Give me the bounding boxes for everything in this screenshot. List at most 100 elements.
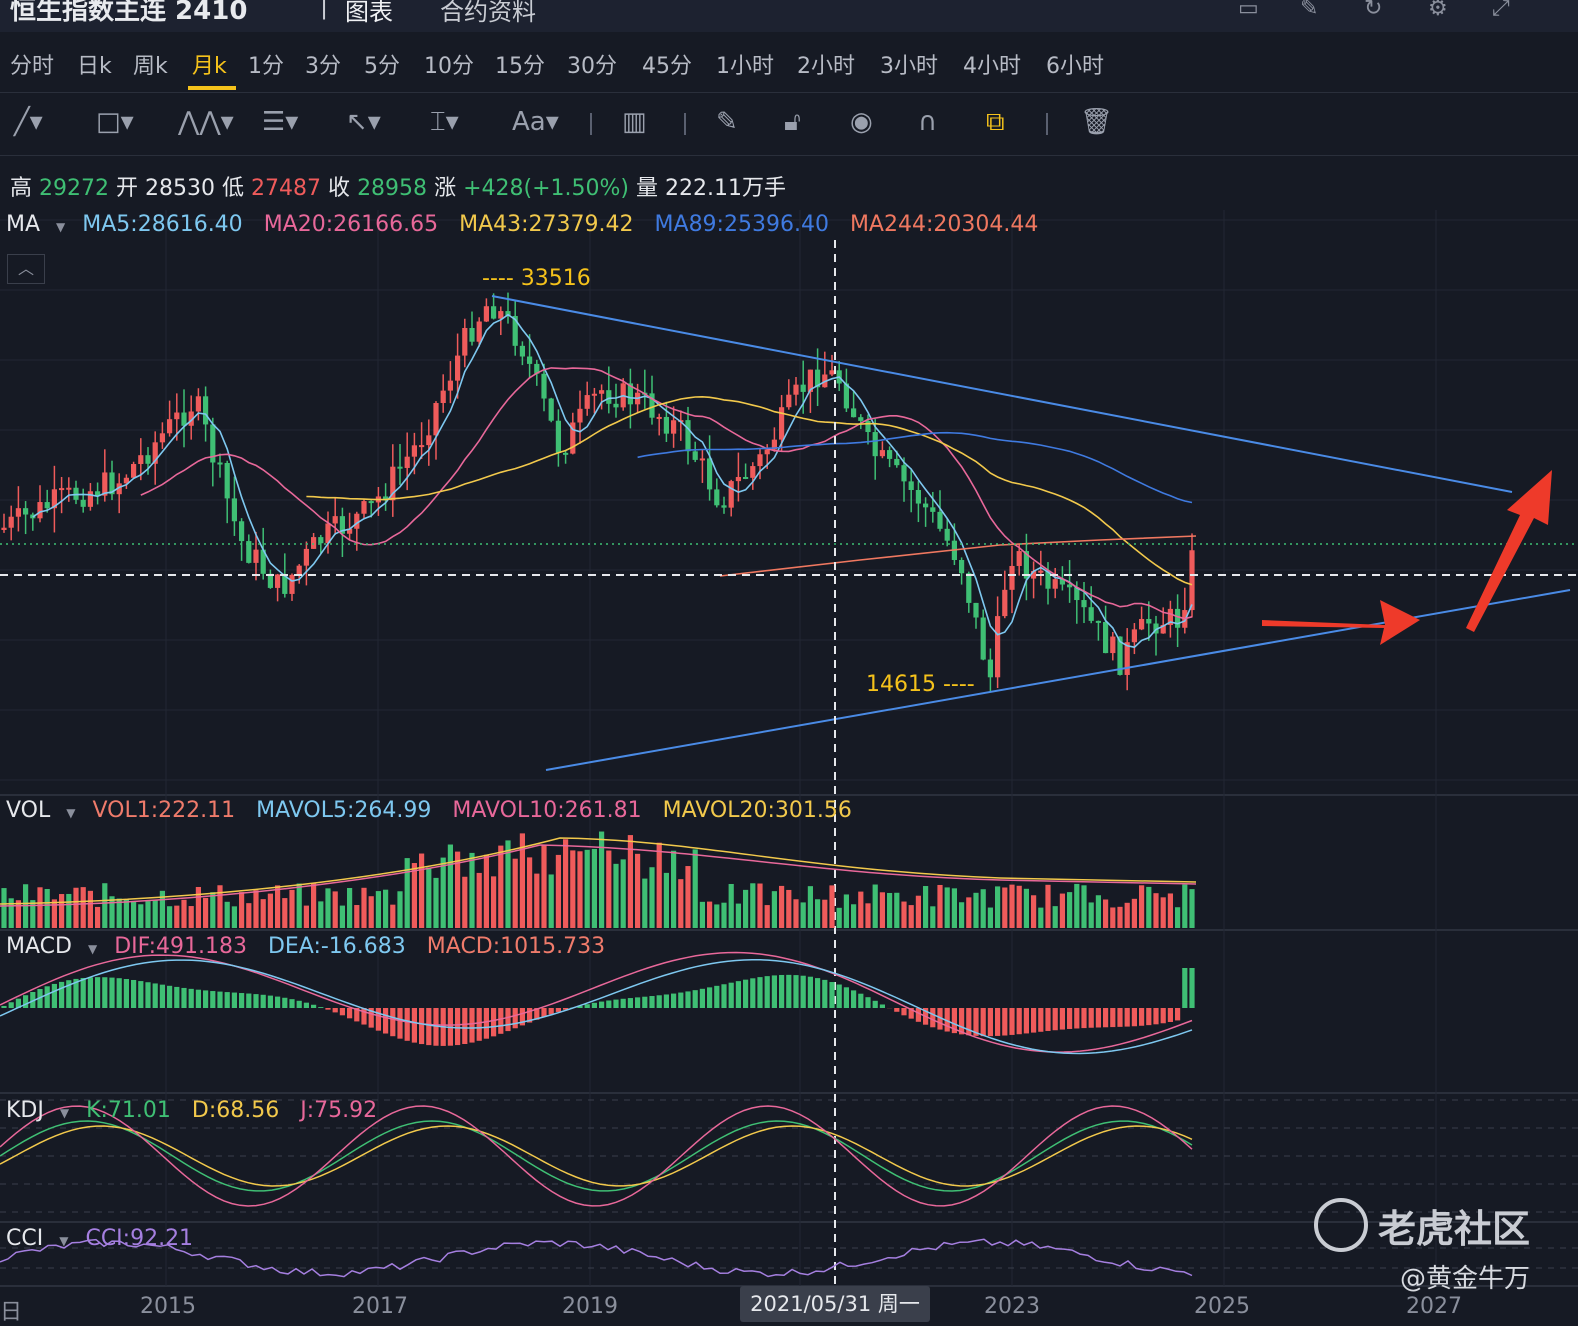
candle-body [196,396,201,411]
candle-body [491,306,496,318]
candle-body [858,417,863,421]
volume-bar [937,885,942,928]
volume-bar [217,885,222,928]
macd-bar [793,975,798,1008]
volume-bar [858,892,863,928]
candle-body [469,328,474,342]
macd-bar [505,1008,510,1031]
candle-body [397,467,402,469]
collapse-button[interactable]: ︿ [7,254,45,284]
macd-bar [246,994,251,1008]
volume-bar [822,900,827,928]
macd-bar [311,1005,316,1008]
volume-bar [203,898,208,928]
macd-bar [700,989,705,1008]
volume-bar [189,906,194,928]
candle-body [88,491,93,507]
high-marker: ---- 33516 [482,266,591,291]
chevron-down-icon[interactable]: ▼ [88,942,97,956]
macd-bar [232,993,237,1008]
volume-bar [30,900,35,928]
macd-bar [268,996,273,1008]
volume-bar [700,902,705,928]
macd-bar [592,1003,597,1008]
candle-body [253,550,258,563]
macd-bar [9,1002,14,1008]
macd-bar [325,1008,330,1010]
kdj-indicator-name[interactable]: KDJ [6,1098,44,1123]
cci-legend: CCI▼ CCI:92.21 [6,1226,207,1251]
candle-body [455,356,460,381]
volume-bar [369,896,374,928]
macd-bar [1168,1008,1173,1022]
candle-body [995,616,1000,677]
mavol20-value: MAVOL20:301.56 [663,798,852,823]
volume-bar [246,903,251,928]
volume-bar [131,902,136,928]
candle-body [160,433,165,442]
volume-bar [1103,899,1108,928]
vol-indicator-name[interactable]: VOL [6,798,50,823]
volume-bar [1,888,6,928]
macd-bar [549,1008,554,1014]
macd-indicator-name[interactable]: MACD [6,934,72,959]
cci-indicator-name[interactable]: CCI [6,1226,43,1251]
macd-bar [873,1001,878,1008]
candle-body [801,385,806,392]
chevron-down-icon[interactable]: ▼ [59,1234,68,1248]
volume-bar [621,859,626,928]
macd-bar [390,1008,395,1036]
volume-bar [844,894,849,928]
macd-bar [1182,968,1187,1008]
volume-bar [469,853,474,928]
volume-bar [678,879,683,928]
macd-bar [743,980,748,1008]
candle-body [729,481,734,508]
candle-body [541,374,546,399]
chevron-down-icon[interactable]: ▼ [66,806,75,820]
volume-bar [995,886,1000,928]
volume-bar [1139,885,1144,928]
candle-body [484,306,489,321]
macd-bar [1017,1008,1022,1034]
candle-body [750,466,755,478]
candle-body [613,404,618,408]
volume-bar [325,888,330,928]
macd-bar [779,975,784,1008]
macd-bar [477,1008,482,1041]
volume-bar [1060,894,1065,928]
macd-bar [621,999,626,1008]
volume-bar [721,903,726,928]
candle-body [426,435,431,445]
volume-bar [923,886,928,928]
ma-indicator-name[interactable]: MA [6,212,40,237]
candle-body [441,391,446,403]
chevron-down-icon[interactable]: ▼ [56,220,65,234]
chevron-down-icon[interactable]: ▼ [60,1106,69,1120]
macd-bar [1,1006,6,1008]
volume-bar [304,906,309,928]
mavol5-value: MAVOL5:264.99 [256,798,431,823]
candle-body [901,465,906,481]
candle-body [181,413,186,426]
macd-bar [750,978,755,1008]
candle-body [988,660,993,678]
low-marker: 14615 ---- [866,672,975,697]
k-value: K:71.01 [86,1098,171,1123]
macd-bar [844,987,849,1008]
ma-legend: MA▼ MA5:28616.40 MA20:26166.65 MA43:2737… [6,212,1052,237]
volume-bar [988,908,993,928]
macd-bar [239,993,244,1008]
volume-bar [210,892,215,928]
volume-bar [671,851,676,928]
volume-bar [124,899,129,928]
volume-bar [376,891,381,928]
x-label: 2027 [1406,1294,1462,1319]
macd-bar [1096,1008,1101,1027]
macd-bar [145,982,150,1008]
candle-body [37,502,42,518]
volume-bar [45,889,50,928]
macd-bar [657,995,662,1008]
volume-bar [851,904,856,928]
